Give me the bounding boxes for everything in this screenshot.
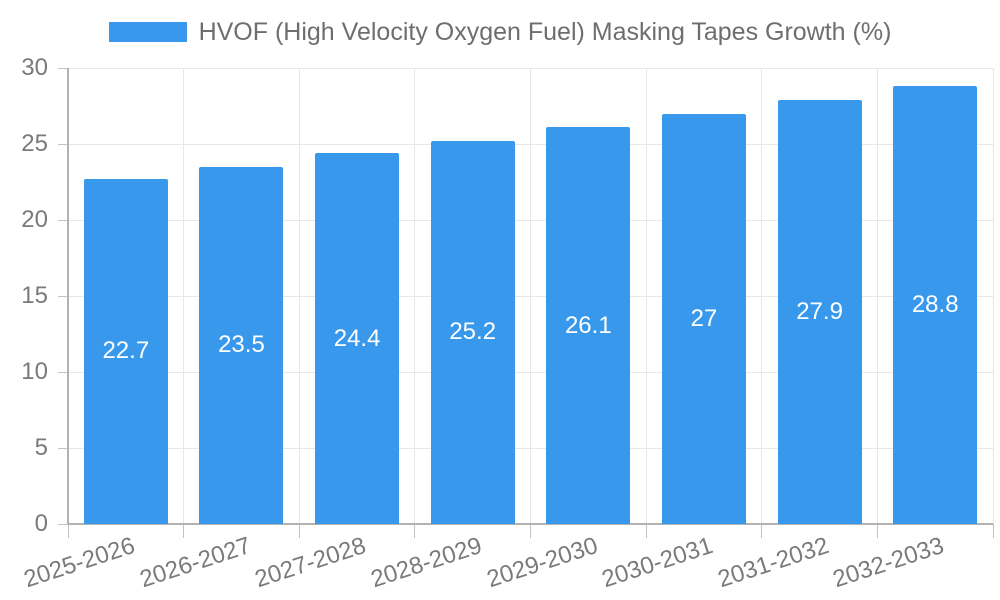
bar[interactable] <box>315 153 400 524</box>
x-tick-mark <box>530 524 531 538</box>
bar[interactable] <box>199 166 284 524</box>
legend-label: HVOF (High Velocity Oxygen Fuel) Masking… <box>198 18 892 46</box>
x-axis-tick-label: 2028-2029 <box>367 532 486 594</box>
y-axis-tick-label: 10 <box>21 358 48 385</box>
y-axis-tick-label: 20 <box>21 206 48 233</box>
x-axis-line <box>68 523 993 525</box>
legend-swatch <box>108 22 187 42</box>
y-axis-tick-label: 30 <box>21 54 48 81</box>
bar[interactable] <box>546 127 631 524</box>
x-axis-tick-label: 2026-2027 <box>136 532 254 594</box>
y-axis-tick-label: 5 <box>34 434 48 461</box>
bar-value-label: 26.1 <box>564 311 612 339</box>
x-axis-tick-label: 2025-2026 <box>20 532 139 594</box>
y-tick-mark <box>58 67 68 69</box>
y-tick-mark <box>58 447 68 449</box>
bar-value-label: 24.4 <box>333 324 381 352</box>
bar[interactable] <box>661 113 746 524</box>
bar[interactable] <box>430 140 515 524</box>
y-tick-mark <box>58 371 68 373</box>
x-tick-mark <box>67 524 69 538</box>
bar-value-label: 23.5 <box>218 331 265 359</box>
y-axis-line <box>67 68 69 524</box>
x-tick-mark <box>992 524 994 538</box>
y-axis-tick-label: 25 <box>21 130 48 157</box>
v-gridline <box>992 68 994 524</box>
x-axis-tick-label: 2029-2030 <box>483 532 601 594</box>
bar-value-label: 27 <box>690 304 718 332</box>
bar-value-label: 25.2 <box>449 318 497 346</box>
x-axis-tick-label: 2032-2033 <box>830 532 948 594</box>
v-gridline <box>414 68 416 524</box>
bar-value-label: 27.9 <box>796 297 843 325</box>
y-tick-mark <box>58 523 68 525</box>
x-axis-tick-label: 2031-2032 <box>714 532 832 594</box>
v-gridline <box>298 68 300 524</box>
bar-value-label: 22.7 <box>102 337 150 365</box>
chart-legend[interactable]: HVOF (High Velocity Oxygen Fuel) Masking… <box>0 19 1000 45</box>
bar-value-label: 28.8 <box>911 291 959 319</box>
v-gridline <box>645 68 647 524</box>
y-axis-tick-label: 15 <box>21 282 48 309</box>
y-tick-mark <box>58 143 68 145</box>
x-axis-tick-label: 2030-2031 <box>598 532 717 594</box>
x-tick-mark <box>183 524 185 538</box>
y-tick-mark <box>58 295 68 297</box>
x-tick-mark <box>414 524 416 538</box>
bar[interactable] <box>83 178 168 524</box>
x-tick-mark <box>645 524 647 538</box>
v-gridline <box>530 68 531 524</box>
bar[interactable] <box>777 99 862 524</box>
x-tick-mark <box>761 524 763 538</box>
v-gridline <box>761 68 763 524</box>
x-tick-mark <box>876 524 878 538</box>
x-axis-tick-label: 2027-2028 <box>251 532 370 594</box>
y-tick-mark <box>58 219 68 221</box>
y-axis-tick-label: 0 <box>34 510 48 537</box>
v-gridline <box>876 68 878 524</box>
v-gridline <box>183 68 185 524</box>
bar[interactable] <box>893 86 978 524</box>
x-tick-mark <box>298 524 300 538</box>
